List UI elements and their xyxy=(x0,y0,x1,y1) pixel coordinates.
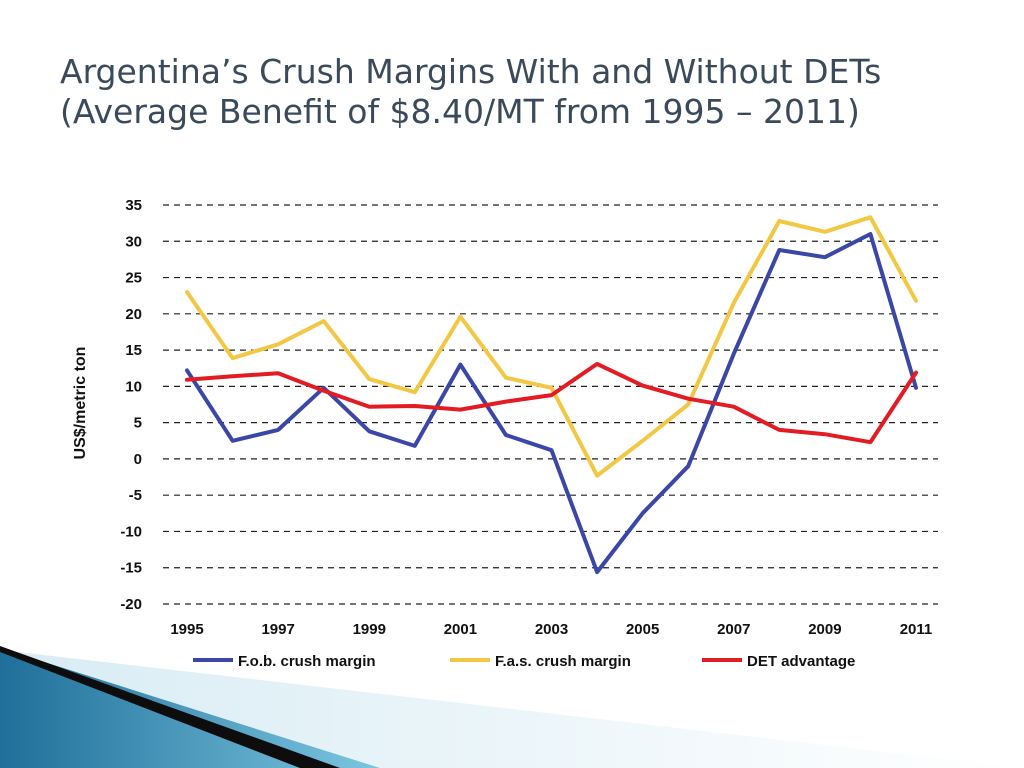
y-tick-label: 30 xyxy=(125,233,142,250)
series-line-3 xyxy=(185,361,918,445)
x-tick-label: 2001 xyxy=(444,621,477,638)
title-line-2: (Average Benefit of $8.40/MT from 1995 –… xyxy=(60,92,860,131)
y-tick-label: 10 xyxy=(125,378,142,395)
legend-label: F.a.s. crush margin xyxy=(495,653,631,670)
y-tick-label: -20 xyxy=(120,596,142,613)
y-tick-label: 35 xyxy=(125,197,142,214)
series-line-2 xyxy=(185,215,918,478)
y-tick-label: 20 xyxy=(125,306,142,323)
grid-lines xyxy=(163,204,938,605)
series-line-1 xyxy=(185,232,918,575)
legend-item: F.a.s. crush margin xyxy=(450,653,631,670)
series-lines xyxy=(185,215,918,575)
y-tick-label: 5 xyxy=(134,415,142,432)
y-tick-label: 15 xyxy=(125,342,142,359)
x-tick-label: 2007 xyxy=(717,621,750,638)
y-tick-label: -15 xyxy=(120,560,142,577)
x-tick-label: 1997 xyxy=(261,621,294,638)
y-tick-labels: 35 30 25 20 15 10 5 0 -5 -10 -15 -20 xyxy=(120,197,142,613)
y-tick-label: -5 xyxy=(129,487,142,504)
decor-dark-stripe xyxy=(0,646,340,768)
y-tick-label: 25 xyxy=(125,270,142,287)
x-tick-label: 1999 xyxy=(353,621,386,638)
legend-item: F.o.b. crush margin xyxy=(193,653,376,670)
y-axis-label: US$/metric ton xyxy=(72,347,89,460)
x-tick-label: 2005 xyxy=(626,621,659,638)
x-tick-label: 2009 xyxy=(808,621,841,638)
legend-item: DET advantage xyxy=(702,653,855,670)
x-tick-label: 2011 xyxy=(900,621,933,638)
y-tick-label: 0 xyxy=(134,451,142,468)
legend-label: F.o.b. crush margin xyxy=(238,653,376,670)
slide-title: Argentina’s Crush Margins With and Witho… xyxy=(60,52,960,132)
title-line-1: Argentina’s Crush Margins With and Witho… xyxy=(60,52,882,91)
x-tick-label: 2003 xyxy=(535,621,568,638)
y-tick-label: -10 xyxy=(120,523,142,540)
x-tick-labels: 1995 1997 1999 2001 2003 2005 2007 2009 2011 xyxy=(170,621,932,638)
legend: F.o.b. crush margin F.a.s. crush margin DE… xyxy=(193,653,855,670)
legend-label: DET advantage xyxy=(747,653,855,670)
x-tick-label: 1995 xyxy=(170,621,203,638)
decor-blue-swoosh xyxy=(0,648,380,768)
